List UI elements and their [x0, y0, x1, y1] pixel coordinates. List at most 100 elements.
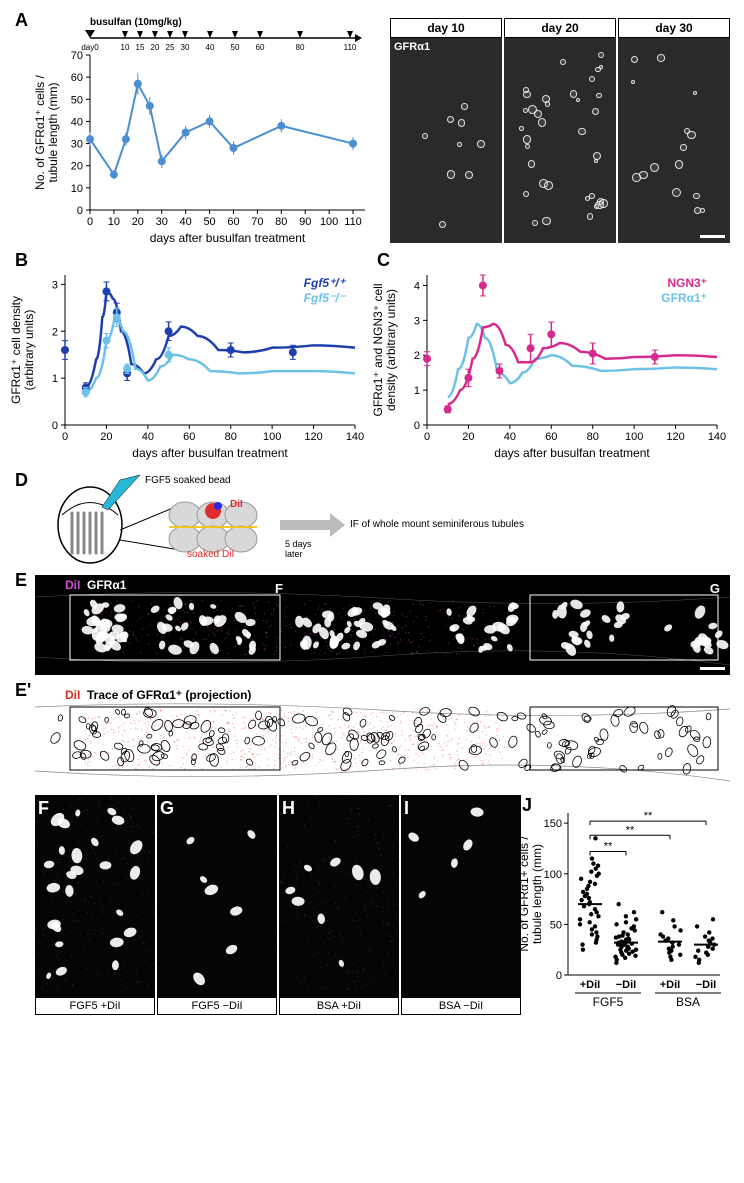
svg-text:0: 0: [52, 420, 58, 432]
svg-text:0: 0: [77, 205, 83, 217]
svg-text:140: 140: [708, 431, 726, 443]
svg-text:140: 140: [346, 431, 364, 443]
svg-text:0: 0: [424, 431, 430, 443]
micrographs-a: day 10 GFRα1 day 20day 30: [390, 18, 730, 243]
svg-text:FGF5 soaked bead: FGF5 soaked bead: [145, 475, 231, 486]
tubule-trace-ep: DiI Trace of GFRα1⁺ (projection): [35, 685, 730, 790]
svg-text:DiI: DiI: [230, 499, 243, 510]
svg-text:+DiI: +DiI: [660, 979, 680, 991]
svg-text:100: 100: [625, 431, 643, 443]
svg-text:40: 40: [142, 431, 154, 443]
svg-text:50: 50: [71, 94, 83, 106]
svg-text:5 days: 5 days: [285, 539, 312, 549]
svg-text:60: 60: [227, 216, 239, 228]
micrograph-h: HBSA +DiI: [279, 795, 399, 1015]
micrograph-caption: FGF5 −DiI: [157, 997, 277, 1015]
panel-label-a: A: [15, 10, 28, 31]
svg-text:F: F: [275, 581, 283, 596]
svg-text:Fgf5⁺/⁺: Fgf5⁺/⁺: [304, 276, 347, 290]
svg-text:NGN3⁺: NGN3⁺: [667, 276, 707, 290]
svg-text:**: **: [644, 810, 653, 822]
micrograph-f: FFGF5 +DiI: [35, 795, 155, 1015]
micrograph-image: [504, 38, 616, 243]
svg-text:No. of GFRα1+ cells /: No. of GFRα1+ cells /: [517, 836, 531, 952]
svg-text:20: 20: [132, 216, 144, 228]
svg-text:120: 120: [304, 431, 322, 443]
svg-text:tubule length (mm): tubule length (mm): [530, 844, 544, 944]
svg-text:120: 120: [666, 431, 684, 443]
svg-text:days after busulfan treatment: days after busulfan treatment: [494, 446, 650, 460]
svg-text:3: 3: [52, 279, 58, 291]
svg-text:30: 30: [156, 216, 168, 228]
svg-text:30: 30: [71, 139, 83, 151]
svg-text:60: 60: [183, 431, 195, 443]
micrograph-image: [618, 38, 730, 243]
svg-text:80: 80: [275, 216, 287, 228]
svg-text:80: 80: [225, 431, 237, 443]
micrograph-i: IBSA −DiI: [401, 795, 521, 1015]
svg-text:GFRα1⁺: GFRα1⁺: [661, 291, 707, 305]
micrograph-header: day 20: [504, 18, 616, 38]
gfr-annotation: GFRα1: [394, 41, 430, 53]
svg-text:150: 150: [544, 818, 562, 830]
svg-text:40: 40: [504, 431, 516, 443]
svg-text:50: 50: [550, 919, 562, 931]
svg-text:G: G: [710, 581, 720, 596]
svg-text:IF of whole mount seminiferous: IF of whole mount seminiferous tubules: [350, 519, 524, 530]
svg-text:No. of GFRα1⁺ cells /: No. of GFRα1⁺ cells /: [33, 75, 47, 190]
svg-text:3: 3: [414, 315, 420, 327]
svg-text:2: 2: [414, 350, 420, 362]
svg-text:(arbitrary units): (arbitrary units): [22, 310, 36, 391]
svg-text:60: 60: [71, 72, 83, 84]
svg-text:GFRα1⁺ and NGN3⁺ cell: GFRα1⁺ and NGN3⁺ cell: [371, 284, 385, 417]
svg-text:2: 2: [52, 326, 58, 338]
svg-text:50: 50: [203, 216, 215, 228]
svg-text:20: 20: [71, 161, 83, 173]
svg-text:70: 70: [251, 216, 263, 228]
svg-text:0: 0: [87, 216, 93, 228]
svg-text:110: 110: [344, 216, 362, 228]
svg-text:days after busulfan treatment: days after busulfan treatment: [132, 446, 288, 460]
svg-text:70: 70: [71, 50, 83, 62]
svg-text:**: **: [626, 824, 635, 836]
panel-label-d: D: [15, 470, 28, 491]
svg-text:100: 100: [544, 869, 562, 881]
svg-text:BSA: BSA: [676, 995, 700, 1009]
svg-text:0: 0: [414, 420, 420, 432]
scalebar: [700, 235, 725, 238]
chart-c: 01234020406080100120140days after busulf…: [372, 260, 734, 470]
svg-text:1: 1: [414, 385, 420, 397]
svg-text:90: 90: [299, 216, 311, 228]
micrograph-caption: BSA +DiI: [279, 997, 399, 1015]
svg-text:FGF5: FGF5: [593, 995, 624, 1009]
chart-j: 050100150+DiI−DiI+DiI−DiIFGF5BSA******No…: [520, 795, 730, 1015]
svg-text:Fgf5⁻/⁻: Fgf5⁻/⁻: [304, 291, 347, 305]
svg-text:density (arbitrary units): density (arbitrary units): [384, 289, 398, 411]
svg-text:10: 10: [108, 216, 120, 228]
micrograph-caption: BSA −DiI: [401, 997, 521, 1015]
micrograph-g: GFGF5 −DiI: [157, 795, 277, 1015]
svg-text:later: later: [285, 549, 303, 559]
svg-text:4: 4: [414, 280, 420, 292]
svg-text:100: 100: [263, 431, 281, 443]
diagram-d: FGF5 soaked beadDiIsoaked DiI5 dayslater…: [50, 475, 520, 565]
svg-text:40: 40: [180, 216, 192, 228]
panel-label-ep: E': [15, 680, 31, 701]
svg-text:100: 100: [320, 216, 338, 228]
micrograph-header: day 10: [390, 18, 502, 38]
chart-a: 0102030405060700102030405060708090100110…: [35, 45, 375, 245]
svg-text:−DiI: −DiI: [696, 979, 716, 991]
svg-text:tubule length (mm): tubule length (mm): [46, 82, 60, 182]
svg-text:0: 0: [62, 431, 68, 443]
micrograph-image: GFRα1: [390, 38, 502, 243]
svg-text:20: 20: [462, 431, 474, 443]
micrograph-header: day 30: [618, 18, 730, 38]
svg-text:−DiI: −DiI: [616, 979, 636, 991]
svg-text:days after busulfan treatment: days after busulfan treatment: [150, 231, 306, 245]
micrograph-caption: FGF5 +DiI: [35, 997, 155, 1015]
svg-text:+DiI: +DiI: [580, 979, 600, 991]
svg-text:40: 40: [71, 116, 83, 128]
tubule-image-e: DiI GFRα1 FG: [35, 575, 730, 675]
svg-text:20: 20: [100, 431, 112, 443]
svg-text:60: 60: [545, 431, 557, 443]
